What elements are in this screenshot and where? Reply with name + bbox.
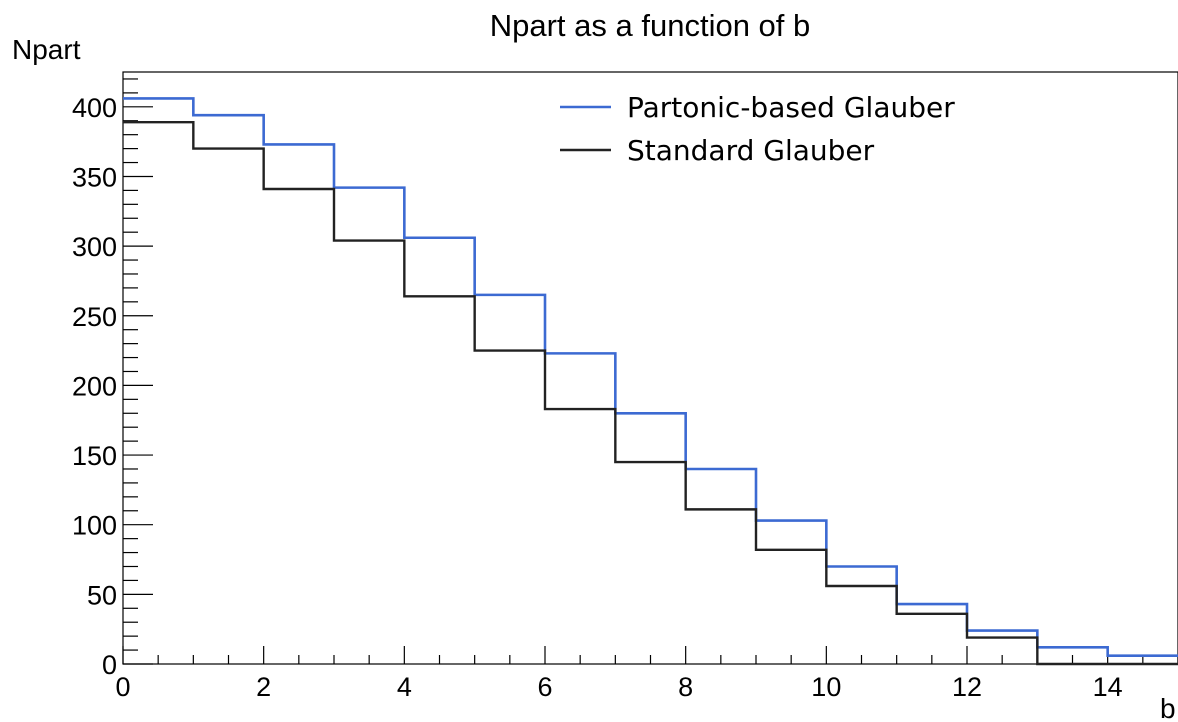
x-ticks: 0 2 4 6 8 10 12 14: [115, 646, 1178, 702]
y-tick-label: 0: [102, 650, 117, 680]
x-tick-label: 2: [256, 672, 271, 702]
x-tick-label: 12: [952, 672, 982, 702]
legend-label-partonic: Partonic-based Glauber: [627, 91, 955, 124]
series-group: [123, 97, 1178, 666]
x-tick-label: 0: [115, 672, 130, 702]
y-tick-label: 350: [72, 162, 117, 192]
x-tick-label: 4: [397, 672, 412, 702]
chart-title: Npart as a function of b: [490, 8, 811, 43]
y-tick-label: 200: [72, 371, 117, 401]
series-line-standard: [123, 120, 1178, 666]
x-tick-label: 14: [1093, 672, 1123, 702]
y-tick-label: 250: [72, 302, 117, 332]
y-tick-label: 50: [87, 580, 117, 610]
x-tick-label: 8: [678, 672, 693, 702]
x-tick-label: 10: [811, 672, 841, 702]
x-tick-label: 6: [537, 672, 552, 702]
y-tick-label: 300: [72, 232, 117, 262]
y-tick-label: 400: [72, 93, 117, 123]
y-axis-label: Npart: [12, 34, 81, 65]
x-axis-label: b: [1160, 693, 1176, 722]
series-line-partonic: [123, 97, 1178, 657]
y-ticks: 0 50 100 150 200 250 300 350 400: [72, 78, 153, 680]
legend-label-standard: Standard Glauber: [627, 134, 875, 167]
legend: Partonic-based Glauber Standard Glauber: [560, 91, 955, 167]
y-tick-label: 150: [72, 441, 117, 471]
y-tick-label: 100: [72, 511, 117, 541]
